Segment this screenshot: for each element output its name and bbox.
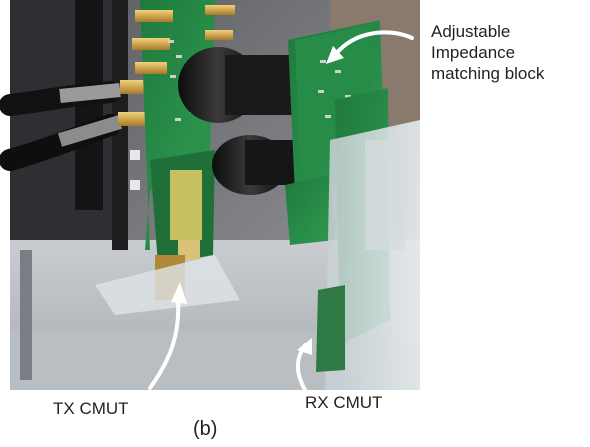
impedance-label-line-2: Impedance [431, 43, 516, 62]
impedance-arrow [333, 30, 414, 57]
impedance-label-line-3: matching block [431, 64, 545, 83]
rx-block [316, 88, 420, 390]
rx-cmut-label: RX CMUT [305, 393, 383, 412]
acrylic-base [95, 255, 240, 315]
tx-cmut-label: TX CMUT [53, 399, 129, 418]
arrow-heads [171, 46, 344, 355]
impedance-block-label: Adjustable Impedance matching block [431, 21, 589, 84]
coax-cables [0, 80, 150, 171]
figure-caption: (b) [193, 418, 218, 440]
tx-arrow [148, 298, 181, 390]
impedance-label-line-1: Adjustable [431, 22, 511, 41]
